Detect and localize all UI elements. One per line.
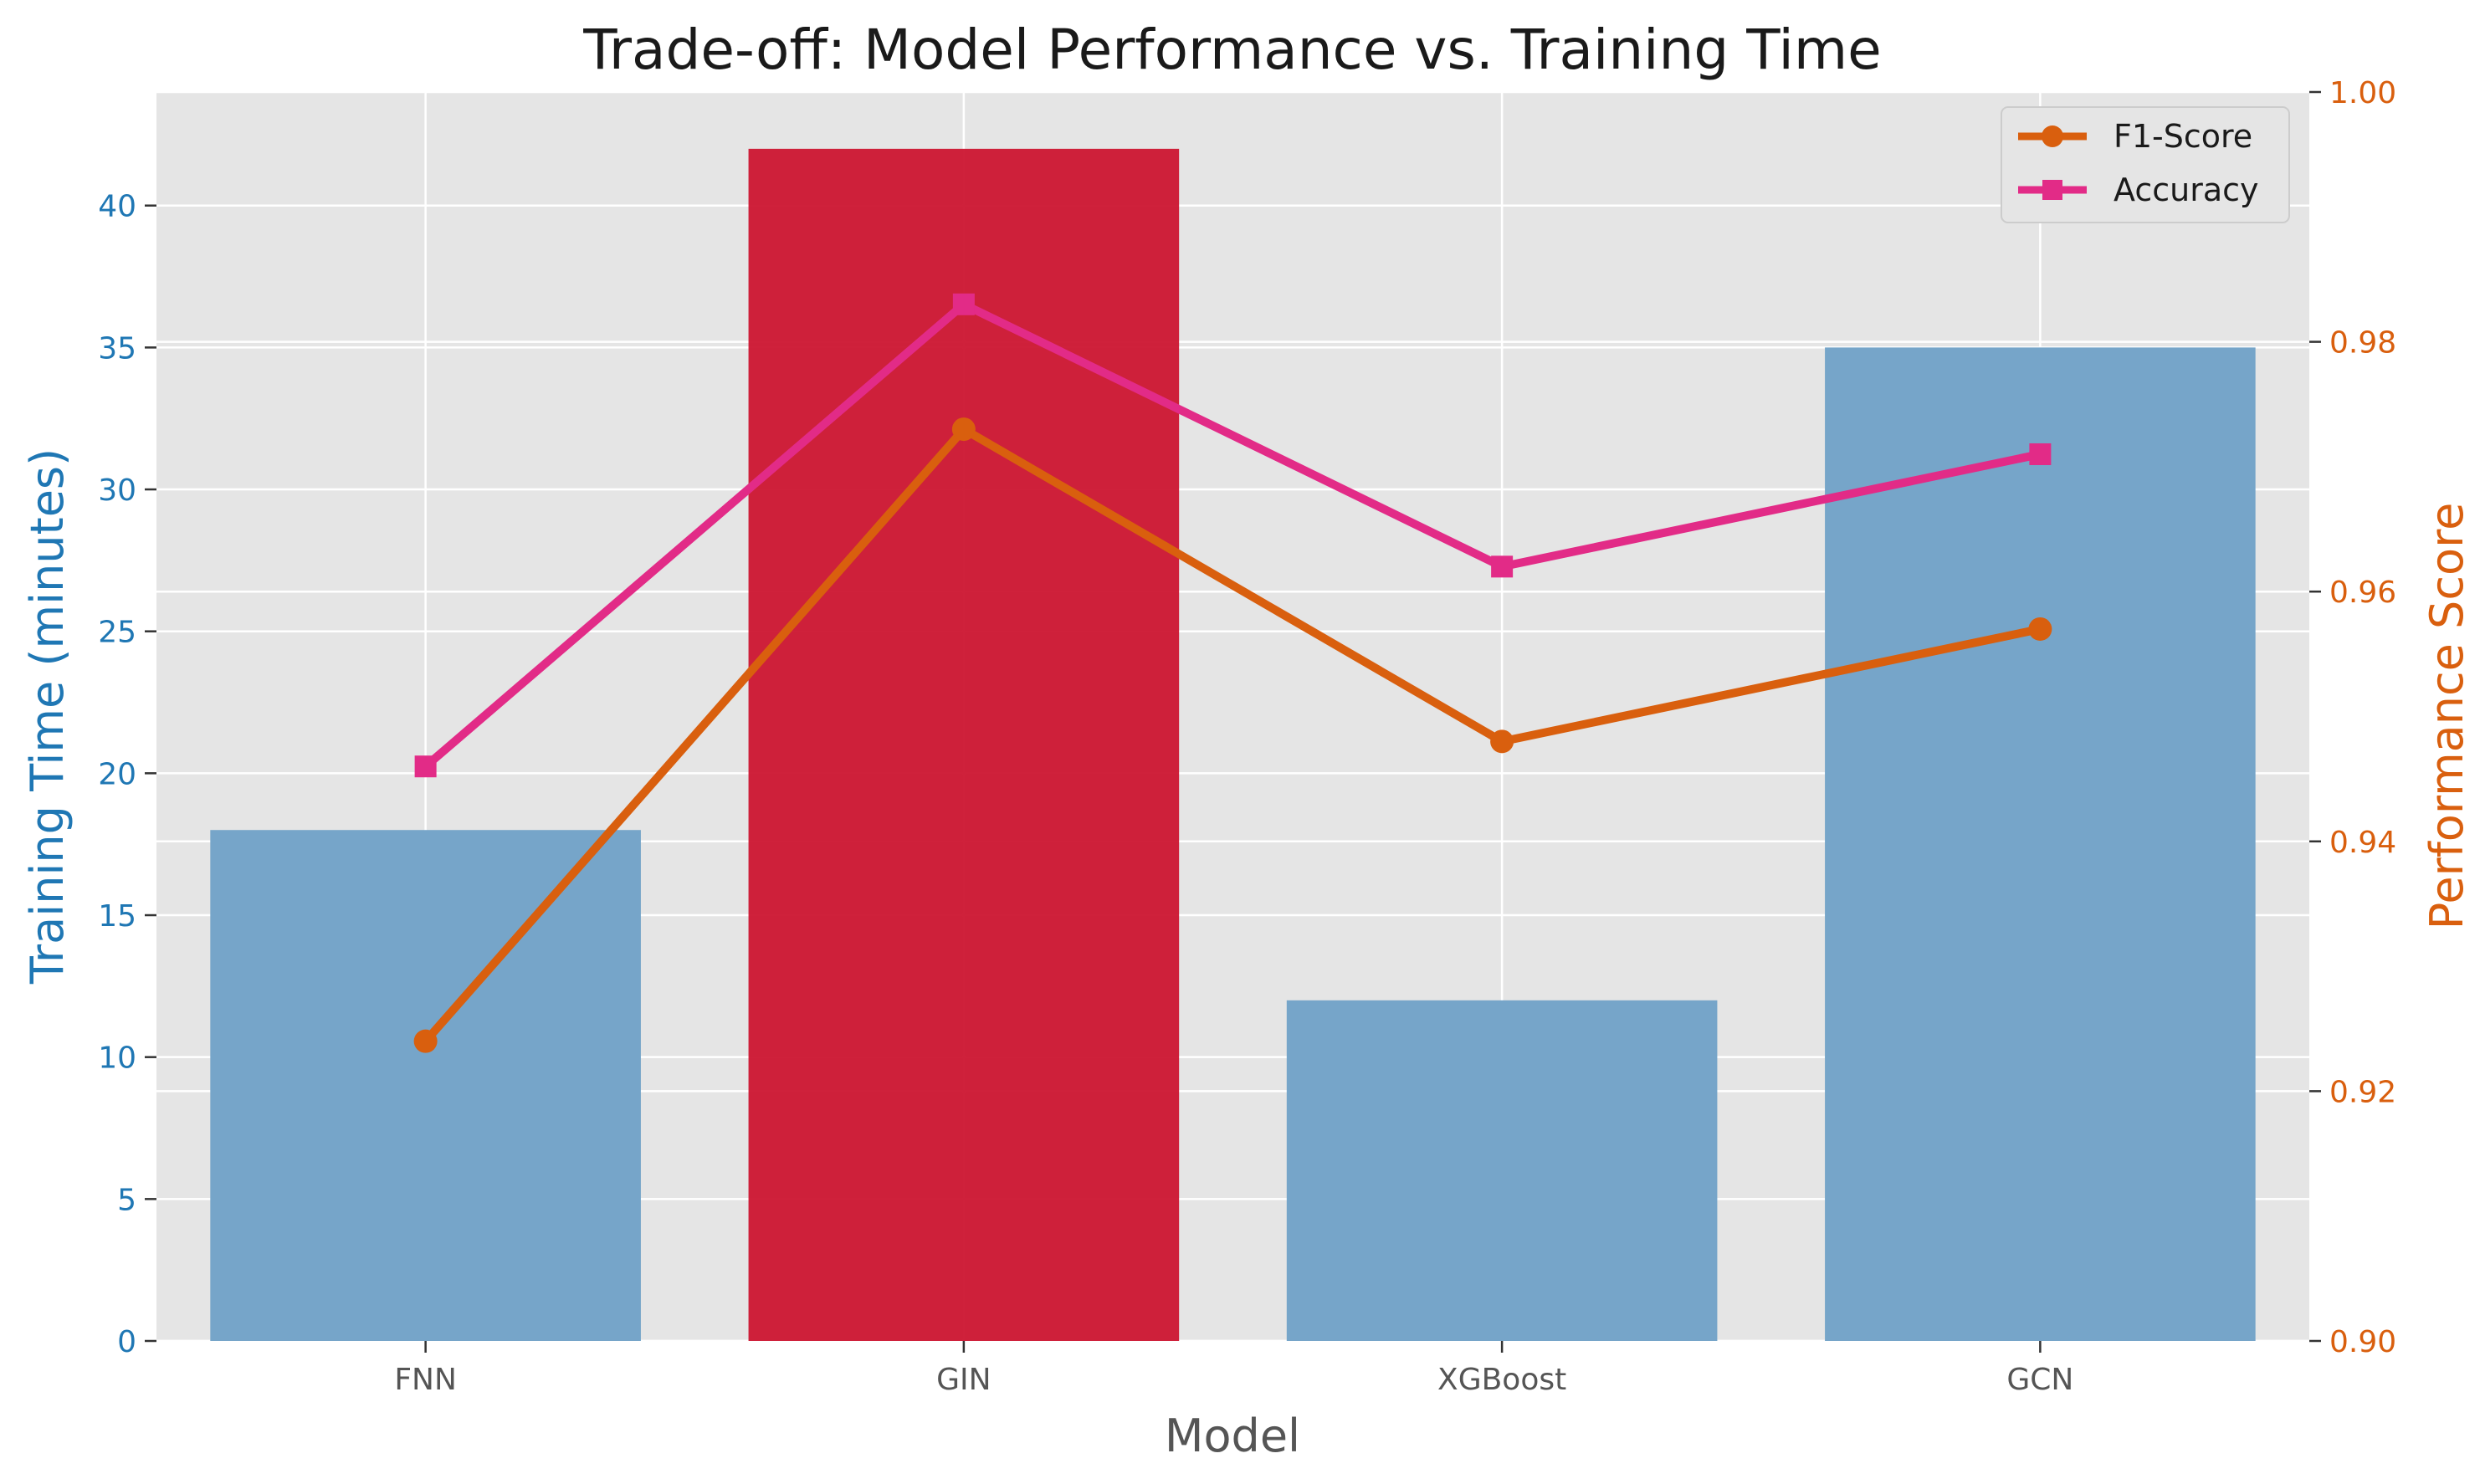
y2-tick-label: 0.92 (2329, 1075, 2396, 1109)
y-axis-label: Training Time (minutes) (21, 448, 74, 985)
legend: F1-Score Accuracy (2001, 106, 2290, 223)
f1-score-line (422, 425, 2042, 1044)
accuracy-point (1491, 555, 1514, 578)
y2-tick-label: 0.98 (2329, 326, 2396, 361)
f1-score-point (413, 1029, 438, 1053)
legend-f1-marker (2042, 125, 2063, 147)
accuracy-point (952, 293, 975, 315)
bar-gcn (1825, 347, 2256, 1341)
axes: 0 5 10 15 20 25 30 35 40 0.90 0.92 0.94 0.96 0.98 1.00… (98, 76, 2396, 1397)
f1-score-point (951, 417, 976, 442)
y2-tick-label: 0.90 (2329, 1325, 2396, 1359)
x-axis-label: Model (1165, 1410, 1300, 1462)
y2-tick-label: 0.96 (2329, 576, 2396, 610)
x-tick-label: GCN (2006, 1363, 2073, 1397)
y-tick-label: 20 (98, 757, 136, 791)
bar-gin (748, 148, 1180, 1341)
y-tick-label: 15 (98, 899, 136, 934)
y-tick-label: 25 (98, 616, 136, 650)
bars (210, 148, 2256, 1341)
y-tick-label: 40 (98, 190, 136, 224)
y2-tick-label: 0.94 (2329, 826, 2396, 860)
legend-f1-label: F1-Score (2114, 118, 2252, 155)
bar-fnn (210, 830, 641, 1341)
x-tick-label: GIN (936, 1363, 991, 1397)
y-tick-label: 5 (117, 1183, 136, 1217)
x-tick-label: XGBoost (1437, 1363, 1566, 1397)
y-tick-label: 10 (98, 1041, 136, 1076)
y-tick-label: 35 (98, 331, 136, 366)
accuracy-point (414, 755, 437, 778)
f1-score-point (2028, 617, 2052, 641)
bar-xgboost (1286, 1000, 1718, 1341)
y2-axis-label: Performance Score (2421, 503, 2473, 930)
series-lines (413, 293, 2052, 1053)
chart-title: Trade-off: Model Performance vs. Trainin… (582, 18, 1881, 82)
y2-tick-label: 1.00 (2329, 76, 2396, 110)
f1-score-point (1490, 729, 1514, 754)
legend-accuracy-label: Accuracy (2114, 171, 2259, 208)
accuracy-point (2029, 443, 2052, 465)
legend-accuracy-marker (2042, 180, 2062, 200)
accuracy-line (423, 299, 2042, 770)
y-tick-label: 0 (117, 1325, 136, 1359)
y-tick-label: 30 (98, 473, 136, 508)
x-tick-label: FNN (394, 1363, 457, 1397)
